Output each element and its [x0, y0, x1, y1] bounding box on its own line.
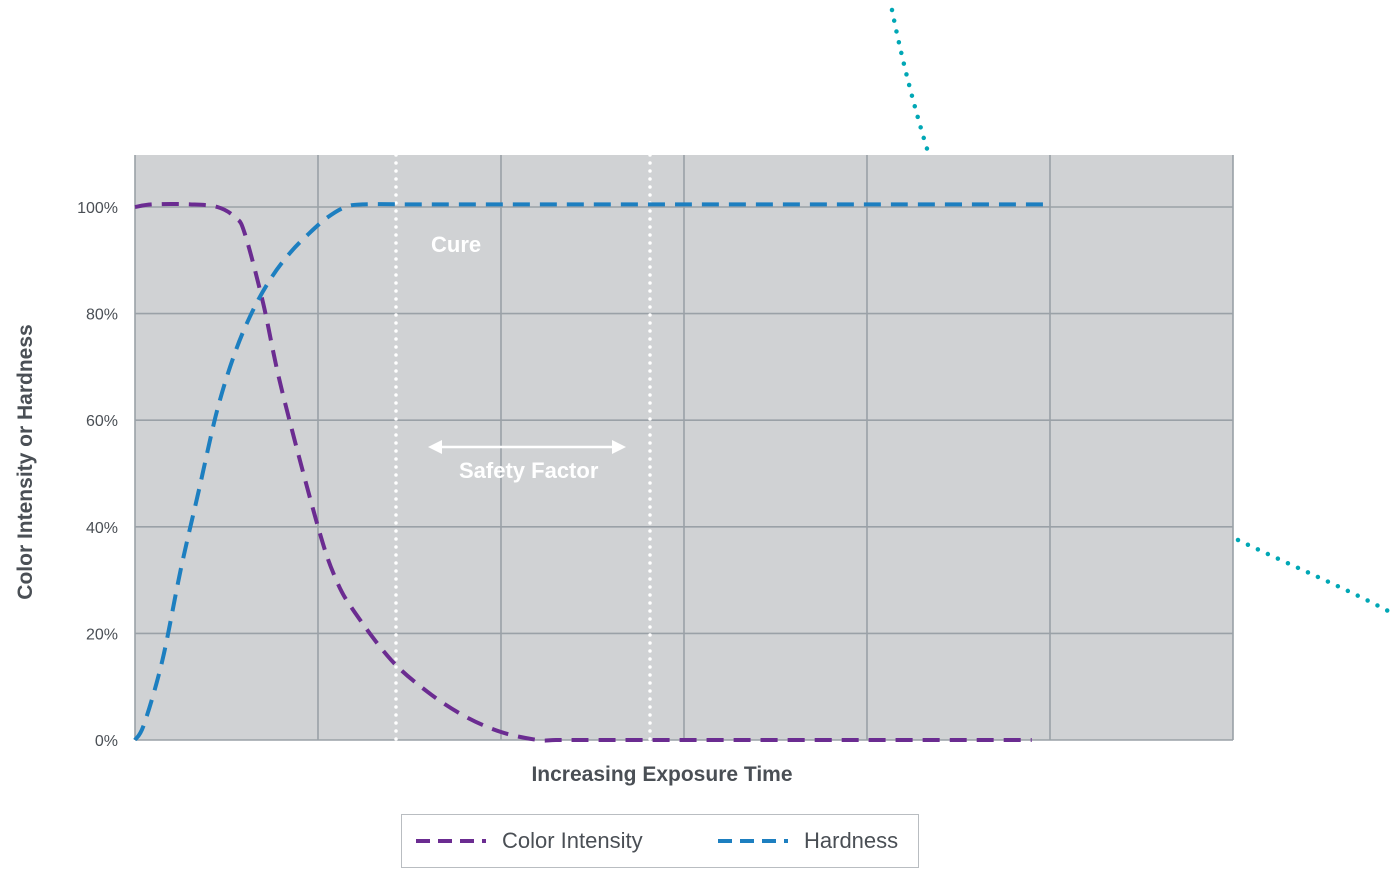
- legend-item-color-intensity: Color Intensity: [416, 815, 643, 867]
- legend-swatch-color-intensity: [416, 839, 486, 843]
- y-tick-label: 0%: [95, 733, 118, 750]
- y-tick-label: 100%: [77, 200, 118, 217]
- legend-label-color-intensity: Color Intensity: [502, 828, 643, 854]
- decorative-dotted-curve-top: [892, 10, 928, 152]
- y-tick-label: 20%: [86, 626, 118, 643]
- y-axis-title: Color Intensity or Hardness: [14, 324, 37, 599]
- y-tick-label: 40%: [86, 520, 118, 537]
- cure-label: Cure: [431, 232, 481, 257]
- y-tick-labels: 0% 20% 40% 60% 80% 100%: [77, 200, 118, 750]
- legend: Color Intensity Hardness: [401, 814, 919, 868]
- decorative-dotted-curve-right: [1238, 540, 1390, 612]
- y-tick-label: 80%: [86, 307, 118, 324]
- x-axis-title: Increasing Exposure Time: [531, 763, 792, 786]
- legend-item-hardness: Hardness: [718, 815, 898, 867]
- legend-label-hardness: Hardness: [804, 828, 898, 854]
- y-tick-label: 60%: [86, 413, 118, 430]
- safety-factor-label: Safety Factor: [459, 458, 599, 483]
- legend-swatch-hardness: [718, 839, 788, 843]
